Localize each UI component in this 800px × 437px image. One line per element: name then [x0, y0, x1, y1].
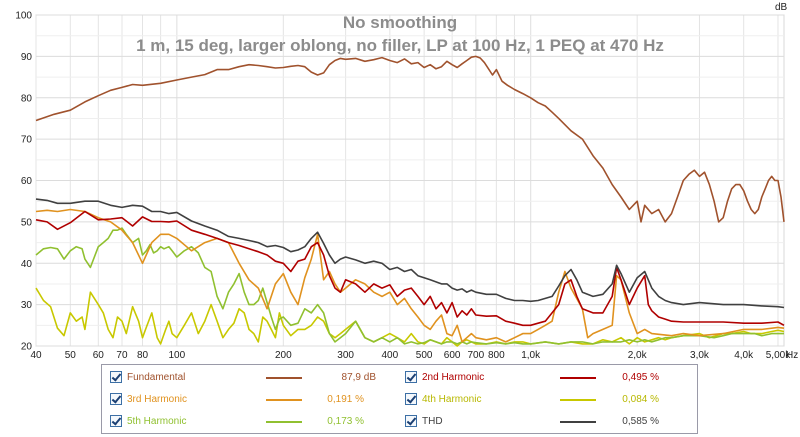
legend-label: Fundamental [127, 372, 186, 383]
series-line-3rd-harmonic [35, 208, 785, 343]
y-tick-label: 40 [21, 259, 33, 270]
checkbox-icon[interactable] [110, 415, 122, 427]
legend-label: THD [422, 416, 443, 427]
legend-label: 5th Harmonic [127, 416, 187, 427]
legend-value-3rd-harmonic: 0,191 % [327, 394, 364, 405]
y-tick-label: 20 [21, 342, 33, 353]
legend: Fundamental 87,9 dB 2nd Harmonic 0,495 %… [101, 364, 698, 434]
series-line-fundamental [35, 55, 785, 223]
x-tick-label: 5,00k [766, 350, 791, 360]
series-group [35, 55, 785, 347]
checkbox-icon[interactable] [405, 415, 417, 427]
series-line-5th-harmonic [35, 227, 784, 345]
legend-value-4th-harmonic: 0,084 % [622, 394, 659, 405]
y-tick-label: 90 [21, 52, 33, 63]
y-tick-label: 60 [21, 176, 33, 187]
legend-label: 2nd Harmonic [422, 372, 485, 383]
y-tick-label: 70 [21, 135, 33, 146]
x-tick-label: 70 [116, 350, 128, 360]
x-tick-label: 600 [444, 350, 461, 360]
y-tick-label: 50 [21, 217, 33, 228]
y-tick-labels: 20 30 40 50 60 70 80 90 100 [15, 11, 32, 353]
x-tick-label: 200 [275, 350, 292, 360]
chart-title: No smoothing [343, 13, 457, 32]
legend-value-2nd-harmonic: 0,495 % [622, 372, 659, 383]
legend-label: 4th Harmonic [422, 394, 482, 405]
legend-swatch-4th-harmonic [560, 399, 596, 401]
y-tick-label: 30 [21, 300, 33, 311]
legend-value-thd: 0,585 % [622, 416, 659, 427]
legend-value-5th-harmonic: 0,173 % [327, 416, 364, 427]
x-tick-label: 700 [467, 350, 484, 360]
series-line-thd [35, 198, 785, 309]
x-tick-label: 2,0k [628, 350, 648, 360]
legend-swatch-3rd-harmonic [266, 399, 302, 401]
x-tick-label: 80 [137, 350, 149, 360]
series-line-2nd-harmonic [35, 210, 785, 327]
legend-swatch-thd [560, 421, 596, 423]
legend-label: 3rd Harmonic [127, 394, 188, 405]
x-tick-label: 800 [488, 350, 505, 360]
y-tick-label: 80 [21, 93, 33, 104]
series-line-4th-harmonic [35, 287, 785, 347]
x-tick-label: 300 [337, 350, 354, 360]
legend-row: Fundamental 87,9 dB 2nd Harmonic 0,495 % [102, 367, 697, 389]
x-tick-label: 500 [416, 350, 433, 360]
x-tick-label: 60 [93, 350, 105, 360]
legend-swatch-5th-harmonic [266, 421, 302, 423]
legend-row: 5th Harmonic 0,173 % THD 0,585 % [102, 411, 697, 433]
checkbox-icon[interactable] [405, 393, 417, 405]
x-tick-label: 1,0k [521, 350, 541, 360]
checkbox-icon[interactable] [405, 371, 417, 383]
checkbox-icon[interactable] [110, 393, 122, 405]
x-tick-label: 50 [65, 350, 77, 360]
x-tick-label: 4,0k [734, 350, 754, 360]
x-tick-label: 3,0k [690, 350, 710, 360]
x-tick-labels: 40 50 60 70 80 100 200 300 400 500 600 700 800 1,0k 2,… [30, 350, 791, 360]
checkbox-icon[interactable] [110, 371, 122, 383]
legend-swatch-2nd-harmonic [560, 377, 596, 379]
y-unit-label: dB [775, 2, 788, 13]
x-tick-label: 40 [30, 350, 42, 360]
grid [35, 14, 784, 347]
x-tick-label: 100 [168, 350, 185, 360]
legend-value-fundamental: 87,9 dB [341, 372, 376, 383]
chart-subtitle: 1 m, 15 deg, larger oblong, no filler, L… [136, 36, 664, 55]
legend-row: 3rd Harmonic 0,191 % 4th Harmonic 0,084 … [102, 389, 697, 411]
x-unit-label: Hz [786, 350, 798, 360]
legend-swatch-fundamental [266, 377, 302, 379]
x-tick-label: 400 [381, 350, 398, 360]
y-tick-label: 100 [15, 11, 32, 22]
